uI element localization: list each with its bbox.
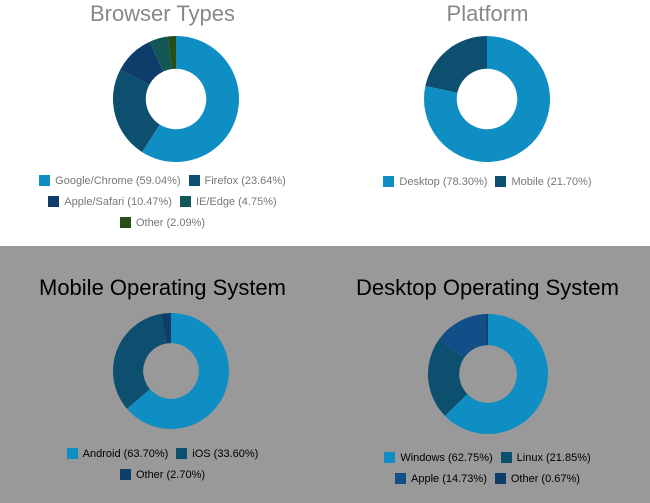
donut-slice-ie-edge[interactable] bbox=[149, 36, 173, 72]
browser-types-donut bbox=[112, 36, 239, 162]
legend-label: Firefox (23.64%) bbox=[204, 174, 286, 187]
donut-slice-linux[interactable] bbox=[428, 339, 468, 416]
legend-swatch bbox=[48, 196, 60, 207]
legend-swatch bbox=[384, 452, 396, 463]
mobile-os-title: Mobile Operating System bbox=[39, 275, 286, 300]
legend-item-other[interactable]: Other (2.09%) bbox=[119, 216, 206, 229]
legend-swatch bbox=[39, 175, 51, 186]
platform-donut bbox=[424, 36, 550, 163]
legend-item-google-chrome[interactable]: Google/Chrome (59.04%) bbox=[39, 174, 181, 187]
donut-slice-other[interactable] bbox=[167, 36, 176, 70]
legend-swatch bbox=[119, 217, 131, 228]
legend-item-other[interactable]: Other (0.67%) bbox=[494, 472, 580, 485]
browser-types-legend: Google/Chrome (59.04%) Firefox (23.64%) … bbox=[0, 170, 325, 233]
platform-title: Platform bbox=[446, 1, 529, 26]
desktop-os-legend: Windows (62.75%) Linux (21.85%) Apple (1… bbox=[325, 447, 650, 489]
legend-item-ie-edge[interactable]: IE/Edge (4.75%) bbox=[179, 195, 277, 208]
donut-slice-google-chrome[interactable] bbox=[142, 36, 239, 162]
legend-label: Android (63.70%) bbox=[82, 447, 169, 460]
top-section: Browser Types Google/Chrome (59.04%) Fir… bbox=[0, 0, 650, 246]
browser-types-title: Browser Types bbox=[89, 1, 236, 26]
donut-slice-apple-safari[interactable] bbox=[120, 41, 164, 85]
legend-label: Other (2.70%) bbox=[135, 468, 206, 481]
legend-swatch bbox=[188, 175, 200, 186]
legend-swatch bbox=[494, 473, 506, 484]
platform-panel: Platform Desktop (78.30%) Mobile (21.70%… bbox=[325, 0, 650, 246]
legend-label: IE/Edge (4.75%) bbox=[195, 195, 277, 208]
legend-item-mobile[interactable]: Mobile (21.70%) bbox=[495, 175, 592, 188]
donut-slice-other[interactable] bbox=[485, 314, 488, 346]
legend-label: Desktop (78.30%) bbox=[399, 175, 488, 188]
legend-label: Other (2.09%) bbox=[135, 216, 206, 229]
donut-slice-desktop[interactable] bbox=[424, 36, 550, 163]
legend-item-windows[interactable]: Windows (62.75%) bbox=[384, 451, 493, 464]
legend-item-firefox[interactable]: Firefox (23.64%) bbox=[188, 174, 286, 187]
donut-slice-other[interactable] bbox=[161, 313, 171, 344]
desktop-os-panel: Desktop Operating System Windows (62.75%… bbox=[325, 246, 650, 503]
legend-label: Apple/Safari (10.47%) bbox=[64, 195, 172, 208]
mobile-os-panel: Mobile Operating System Android (63.70%)… bbox=[0, 246, 325, 503]
legend-item-apple[interactable]: Apple (14.73%) bbox=[395, 473, 487, 485]
legend-swatch bbox=[119, 469, 131, 480]
donut-slice-mobile[interactable] bbox=[425, 36, 487, 93]
legend-label: Linux (21.85%) bbox=[516, 451, 591, 464]
legend-swatch bbox=[179, 196, 191, 207]
browser-types-panel: Browser Types Google/Chrome (59.04%) Fir… bbox=[0, 0, 325, 246]
legend-item-android[interactable]: Android (63.70%) bbox=[66, 447, 169, 460]
legend-label: Windows (62.75%) bbox=[400, 451, 493, 464]
legend-item-ios[interactable]: iOS (33.60%) bbox=[176, 448, 258, 460]
legend-item-desktop[interactable]: Desktop (78.30%) bbox=[383, 176, 487, 188]
legend-swatch bbox=[176, 448, 188, 459]
donut-slice-windows[interactable] bbox=[444, 314, 548, 434]
legend-label: Google/Chrome (59.04%) bbox=[55, 174, 181, 187]
legend-swatch bbox=[500, 452, 512, 463]
donut-slice-apple[interactable] bbox=[438, 314, 487, 358]
legend-label: Apple (14.73%) bbox=[411, 472, 487, 485]
legend-swatch bbox=[395, 473, 407, 484]
bottom-section: Mobile Operating System Android (63.70%)… bbox=[0, 246, 650, 503]
mobile-os-legend: Android (63.70%) iOS (33.60%) Other (2.7… bbox=[0, 443, 325, 485]
desktop-os-title: Desktop Operating System bbox=[356, 275, 619, 300]
desktop-os-donut bbox=[428, 314, 548, 434]
legend-item-linux[interactable]: Linux (21.85%) bbox=[500, 451, 591, 464]
legend-swatch bbox=[383, 176, 395, 187]
legend-swatch bbox=[66, 448, 78, 459]
donut-slice-android[interactable] bbox=[127, 313, 229, 429]
donut-slice-ios[interactable] bbox=[112, 313, 167, 409]
mobile-os-donut bbox=[112, 313, 229, 429]
legend-label: iOS (33.60%) bbox=[192, 447, 259, 460]
legend-item-apple-safari[interactable]: Apple/Safari (10.47%) bbox=[48, 196, 172, 208]
legend-item-other[interactable]: Other (2.70%) bbox=[119, 468, 206, 481]
legend-label: Mobile (21.70%) bbox=[511, 175, 592, 188]
platform-legend: Desktop (78.30%) Mobile (21.70%) bbox=[325, 171, 650, 192]
legend-label: Other (0.67%) bbox=[510, 472, 580, 485]
donut-slice-firefox[interactable] bbox=[112, 69, 160, 153]
legend-swatch bbox=[495, 176, 507, 187]
